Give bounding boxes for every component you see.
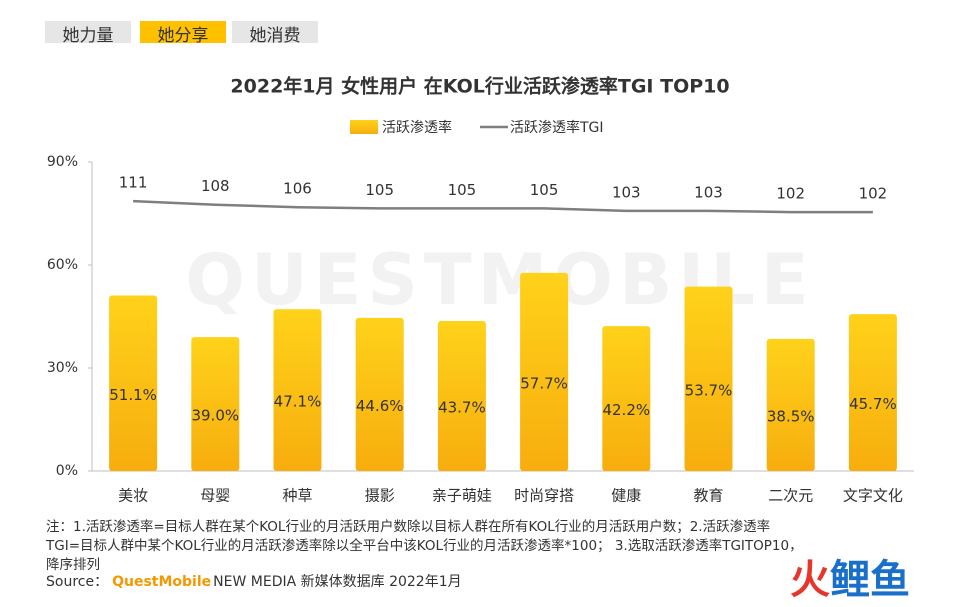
x-tick-label: 健康 [611,487,641,505]
source: Source： QuestMobile NEW MEDIA 新媒体数据库 2022年… [46,574,462,590]
value-label: 39.0% [191,407,239,425]
legend-swatch [350,120,378,134]
tab[interactable]: 她力量 [45,21,131,46]
note: 注：1.活跃渗透率=目标人群在某个KOL行业的月活跃用户数除以目标人群在所有KO… [46,518,770,535]
legend-label: 活跃渗透率TGI [510,119,604,136]
x-tick-label: 时尚穿搭 [514,487,574,505]
value-label: 102 [859,185,888,203]
value-label: 108 [201,177,230,195]
source-text: NEW MEDIA 新媒体数据库 2022年1月 [213,574,461,590]
value-label: 38.5% [767,407,815,425]
logo-part: 鲤鱼 [830,557,910,603]
value-label: 105 [530,181,559,199]
x-tick-label: 摄影 [365,487,395,505]
value-label: 53.7% [685,381,733,399]
value-label: 105 [448,181,477,199]
x-tick-label: 二次元 [768,487,813,505]
source-label: Source： [46,574,108,590]
tab[interactable]: 她消费 [232,21,318,46]
value-label: 42.2% [602,401,650,419]
x-tick-label: 教育 [693,487,723,505]
bar [191,337,240,471]
value-label: 105 [365,181,394,199]
y-tick-label: 60% [47,257,78,273]
legend-label: 活跃渗透率 [382,119,452,136]
value-label: 111 [119,174,148,192]
bar [437,320,486,471]
value-label: 106 [283,180,312,198]
bar [109,295,158,471]
x-tick-label: 亲子萌娃 [432,487,492,505]
note: TGI=目标人群中某个KOL行业的月活跃渗透率除以全平台中该KOL行业的月活跃渗… [45,537,803,554]
y-tick-label: 30% [47,360,78,376]
value-label: 45.7% [849,395,897,413]
value-label: 51.1% [109,386,157,404]
y-tick-label: 0% [56,463,78,479]
bar [684,286,733,471]
x-tick-label: 文字文化 [843,487,903,505]
source-brand: QuestMobile [112,574,211,590]
note: 降序排列 [46,557,100,573]
bar [602,326,651,471]
value-label: 102 [776,185,805,203]
bar [355,317,404,471]
line [133,199,873,214]
bar [520,272,569,471]
x-tick-label: 母婴 [200,487,230,505]
value-label: 43.7% [438,398,486,416]
y-tick-label: 90% [47,154,78,170]
tab[interactable]: 她分享 [140,21,226,46]
value-label: 103 [612,183,641,201]
value-label: 103 [694,183,723,201]
value-label: 57.7% [520,374,568,392]
bar [848,314,897,471]
chart-title: 2022年1月 女性用户 在KOL行业活跃渗透率TGI TOP10 [230,75,729,98]
x-tick-label: 种草 [282,487,312,505]
logo-part: 火 [790,557,830,603]
logo: 火鲤鱼 [790,557,910,603]
bar [766,338,815,471]
value-label: 44.6% [356,397,404,415]
x-tick-label: 美妆 [118,487,148,505]
value-label: 47.1% [274,393,322,411]
bar [273,309,322,471]
